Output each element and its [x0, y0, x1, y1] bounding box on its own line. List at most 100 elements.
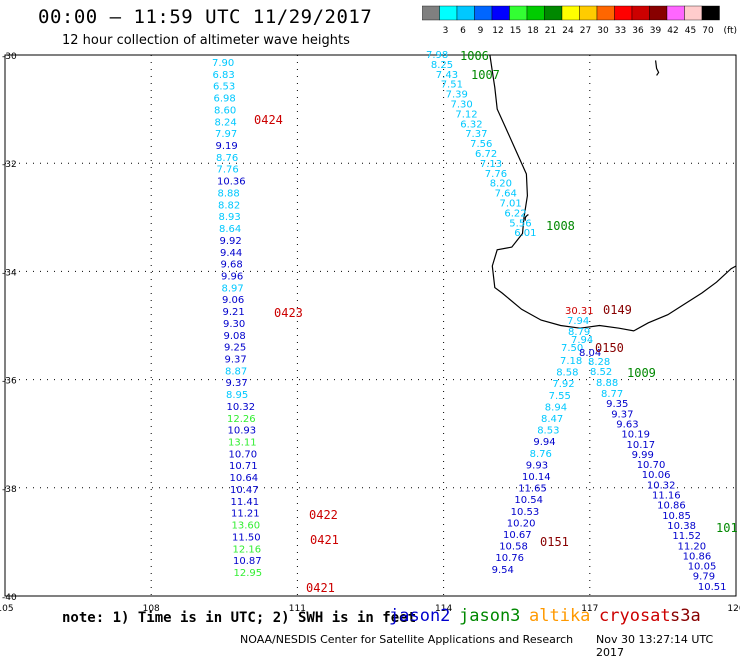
swh-value: 9.35 [606, 399, 628, 410]
swh-value: 10.47 [230, 485, 259, 496]
swh-value: 10.86 [683, 551, 712, 562]
swh-value: 8.88 [218, 188, 240, 199]
swh-value: 8.97 [222, 283, 244, 294]
pass-time-label: 0421 [306, 581, 335, 595]
lon-label: 117 [581, 604, 598, 614]
swh-value: 7.13 [480, 159, 502, 170]
swh-value: 8.76 [216, 153, 238, 164]
legend-item-altika: altika [529, 606, 591, 626]
swh-value: 9.37 [226, 378, 248, 389]
swh-value: 10.05 [688, 562, 717, 573]
pass-time-label: 0149 [603, 303, 632, 317]
scale-label: 45 [685, 26, 696, 34]
lat-label: -34 [2, 268, 17, 278]
lat-label: -38 [2, 485, 17, 495]
swh-value: 6.98 [214, 94, 236, 105]
swh-value: 10.85 [662, 511, 691, 522]
swh-value: 10.58 [499, 542, 528, 553]
footer-note: note: 1) Time is in UTC; 2) SWH is in fe… [62, 610, 417, 626]
swh-value: 12.16 [233, 544, 262, 555]
swh-value: 8.64 [219, 224, 241, 235]
swh-value: 7.94 [567, 316, 589, 327]
swh-value: 8.88 [596, 378, 618, 389]
swh-value: 8.93 [219, 212, 241, 223]
swh-value: 6.83 [213, 70, 235, 81]
pass-time-label: 0421 [310, 533, 339, 547]
swh-value: 7.90 [212, 58, 234, 69]
swh-value: 10.54 [514, 495, 543, 506]
lon-label: 120 [727, 604, 740, 614]
swh-value: 10.14 [522, 472, 551, 483]
swh-value: 10.93 [228, 426, 257, 437]
swh-value: 10.86 [657, 501, 686, 512]
swh-value: 11.20 [678, 541, 707, 552]
swh-value: 9.08 [224, 331, 246, 342]
swh-value: 8.79 [568, 327, 590, 338]
pass-time-label: 0151 [540, 535, 569, 549]
pass-time-label: 0422 [309, 508, 338, 522]
legend-item-jason2: jason2 [389, 606, 451, 626]
swh-value: 9.68 [221, 260, 243, 271]
swh-value: 9.94 [533, 437, 555, 448]
swh-value: 10.32 [227, 402, 256, 413]
swh-value: 10.70 [229, 449, 258, 460]
lat-label: -40 [2, 593, 17, 603]
swh-value: 8.82 [218, 200, 240, 211]
swh-value: 9.63 [616, 419, 638, 430]
legend-item-cryosat: cryosat [599, 606, 671, 626]
scale-label: 27 [580, 26, 591, 34]
pass-time-label: 1008 [546, 219, 575, 233]
scale-label: 24 [562, 26, 574, 34]
swh-value: 30.31 [565, 306, 594, 317]
scale-label: 21 [545, 26, 556, 34]
swh-value: 8.20 [490, 179, 512, 190]
swh-value: 7.18 [560, 356, 582, 367]
swh-value: 6.01 [514, 228, 536, 239]
scale-label: 42 [667, 26, 678, 34]
swh-value: 8.47 [541, 414, 563, 425]
swh-value: 11.21 [231, 509, 260, 520]
swh-value: 9.37 [611, 409, 633, 420]
swh-value: 7.92 [552, 379, 574, 390]
swh-value: 9.54 [492, 565, 514, 576]
swh-value: 10.51 [698, 582, 727, 593]
swh-value: 8.60 [214, 105, 236, 116]
map-border [4, 54, 737, 597]
lat-label: -36 [2, 377, 17, 387]
scale-label: 36 [632, 26, 644, 34]
color-scale-bar: 3 6 9 12 15 18 21 24 27 30 33 36 39 42 45 70 (ft) [422, 5, 737, 34]
swh-value: 7.98 [426, 50, 448, 61]
lon-label: 111 [289, 604, 306, 614]
pass-time-label: 1006 [460, 49, 489, 63]
swh-value: 9.99 [632, 450, 654, 461]
pass-time-label: 1009 [627, 366, 656, 380]
swh-value: 8.53 [537, 426, 559, 437]
pass-time-label: 0150 [595, 341, 624, 355]
swh-value: 7.56 [470, 139, 492, 150]
swh-value: 7.50 [561, 343, 583, 354]
scale-label: 12 [492, 26, 503, 34]
swh-value: 7.94 [571, 335, 593, 346]
scale-label: 9 [478, 26, 484, 34]
swh-value: 10.64 [230, 473, 259, 484]
scale-swatch [701, 5, 720, 21]
swh-value: 11.41 [231, 497, 260, 508]
swh-value: 11.52 [672, 531, 701, 542]
lon-label: 114 [435, 604, 452, 614]
swh-value: 9.06 [222, 295, 244, 306]
lat-label: -32 [2, 160, 17, 170]
swh-value: 7.51 [441, 80, 463, 91]
swh-value: 9.30 [223, 319, 245, 330]
scale-label: 6 [460, 26, 466, 34]
swh-value: 9.37 [225, 355, 247, 366]
scale-label: 18 [527, 26, 539, 34]
swh-value: 7.76 [217, 165, 239, 176]
swh-value: 12.26 [227, 414, 256, 425]
swh-value: 8.77 [601, 389, 623, 400]
swh-value: 8.52 [590, 367, 612, 378]
swh-value: 9.92 [220, 236, 242, 247]
lon-label: 108 [143, 604, 160, 614]
chart-subtitle: 12 hour collection of altimeter wave hei… [62, 33, 350, 48]
swh-value: 10.71 [229, 461, 258, 472]
swh-value: 11.16 [652, 491, 681, 502]
